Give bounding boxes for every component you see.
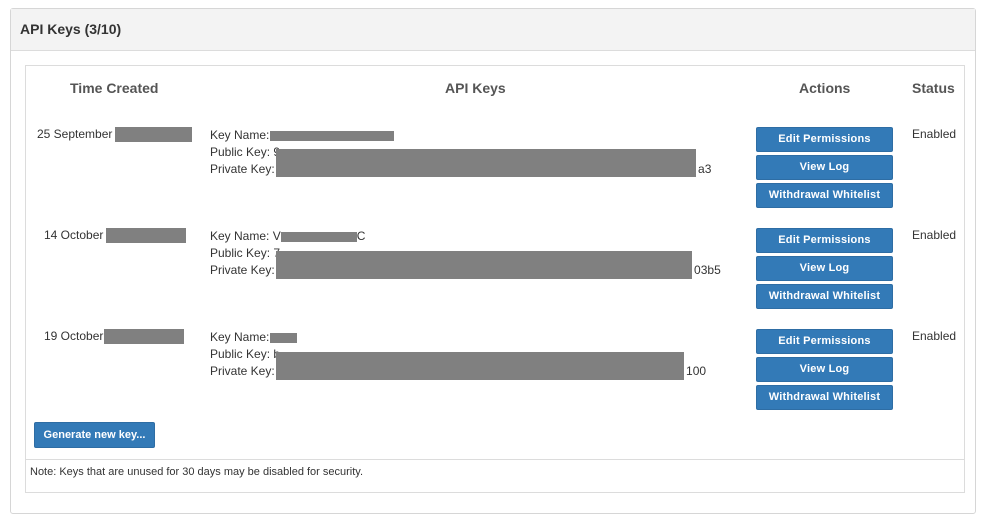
- redaction-block: [270, 130, 395, 141]
- header-status: Status: [912, 80, 955, 96]
- header-actions: Actions: [799, 80, 851, 96]
- date-created: 14 October: [44, 228, 187, 244]
- redaction-block: [276, 251, 692, 279]
- edit-permissions-button[interactable]: Edit Permissions: [756, 127, 893, 152]
- security-note: Note: Keys that are unused for 30 days m…: [30, 466, 364, 478]
- key-name-line: Key Name:: [210, 329, 706, 346]
- status-text: Enabled: [912, 127, 957, 141]
- view-log-button[interactable]: View Log: [756, 155, 893, 180]
- status-text: Enabled: [912, 228, 957, 242]
- key-name-label: Key Name:: [210, 330, 270, 344]
- withdrawal-whitelist-button[interactable]: Withdrawal Whitelist: [756, 385, 893, 410]
- edit-permissions-button[interactable]: Edit Permissions: [756, 329, 893, 354]
- key-details: Key Name: VC Public Key: 7 Private Key: …: [210, 228, 721, 279]
- date-created: 19 October: [44, 329, 185, 345]
- divider: [26, 459, 964, 460]
- key-name-line: Key Name: V C: [210, 228, 721, 245]
- public-key-label: Public Key:: [210, 246, 271, 260]
- public-key-label: Public Key:: [210, 145, 271, 159]
- api-keys-panel: API Keys (3/10) Time Created API Keys Ac…: [10, 8, 976, 514]
- key-name-visible-start: V: [272, 229, 281, 243]
- redaction-block: [270, 332, 298, 343]
- date-text: 14 October: [44, 228, 104, 242]
- redaction-block: [276, 352, 684, 380]
- private-key-visible: 03b5: [694, 263, 721, 277]
- panel-title: API Keys (3/10): [11, 9, 975, 51]
- header-api-keys: API Keys: [445, 80, 506, 96]
- key-details: Key Name: Public Key: 9 Private Key: a3: [210, 127, 711, 178]
- redaction-block: [104, 329, 185, 345]
- key-name-label: Key Name:: [210, 229, 270, 243]
- view-log-button[interactable]: View Log: [756, 357, 893, 382]
- public-key-label: Public Key:: [210, 347, 271, 361]
- date-text: 25 September: [37, 127, 113, 141]
- edit-permissions-button[interactable]: Edit Permissions: [756, 228, 893, 253]
- view-log-button[interactable]: View Log: [756, 256, 893, 281]
- table-row: 14 October Key Name: VC Public Key: 7 Pr…: [26, 221, 964, 321]
- table-row: 25 September Key Name: Public Key: 9 Pri…: [26, 120, 964, 220]
- private-key-line: Private Key: a3: [210, 161, 711, 178]
- key-name-visible-end: C: [356, 229, 366, 243]
- key-name-line: Key Name:: [210, 127, 711, 144]
- key-name-label: Key Name:: [210, 128, 270, 142]
- date-created: 25 September: [37, 127, 193, 143]
- status-text: Enabled: [912, 329, 957, 343]
- private-key-visible: 100: [686, 364, 707, 378]
- withdrawal-whitelist-button[interactable]: Withdrawal Whitelist: [756, 183, 893, 208]
- private-key-label: Private Key:: [210, 263, 275, 277]
- withdrawal-whitelist-button[interactable]: Withdrawal Whitelist: [756, 284, 893, 309]
- table-row: 19 October Key Name: Public Key: b Priva…: [26, 322, 964, 422]
- private-key-line: Private Key: 03b5: [210, 262, 721, 279]
- api-keys-table: Time Created API Keys Actions Status 25 …: [25, 65, 965, 493]
- key-details: Key Name: Public Key: b Private Key: 100: [210, 329, 706, 380]
- redaction-block: [276, 149, 696, 177]
- private-key-line: Private Key: 100: [210, 363, 706, 380]
- private-key-label: Private Key:: [210, 162, 275, 176]
- generate-new-key-button[interactable]: Generate new key...: [34, 422, 155, 448]
- redaction-block: [106, 228, 187, 244]
- date-text: 19 October: [44, 329, 104, 343]
- redaction-block: [115, 127, 193, 143]
- redaction-block: [280, 231, 357, 242]
- private-key-visible: a3: [698, 162, 712, 176]
- private-key-label: Private Key:: [210, 364, 275, 378]
- header-time-created: Time Created: [70, 80, 159, 96]
